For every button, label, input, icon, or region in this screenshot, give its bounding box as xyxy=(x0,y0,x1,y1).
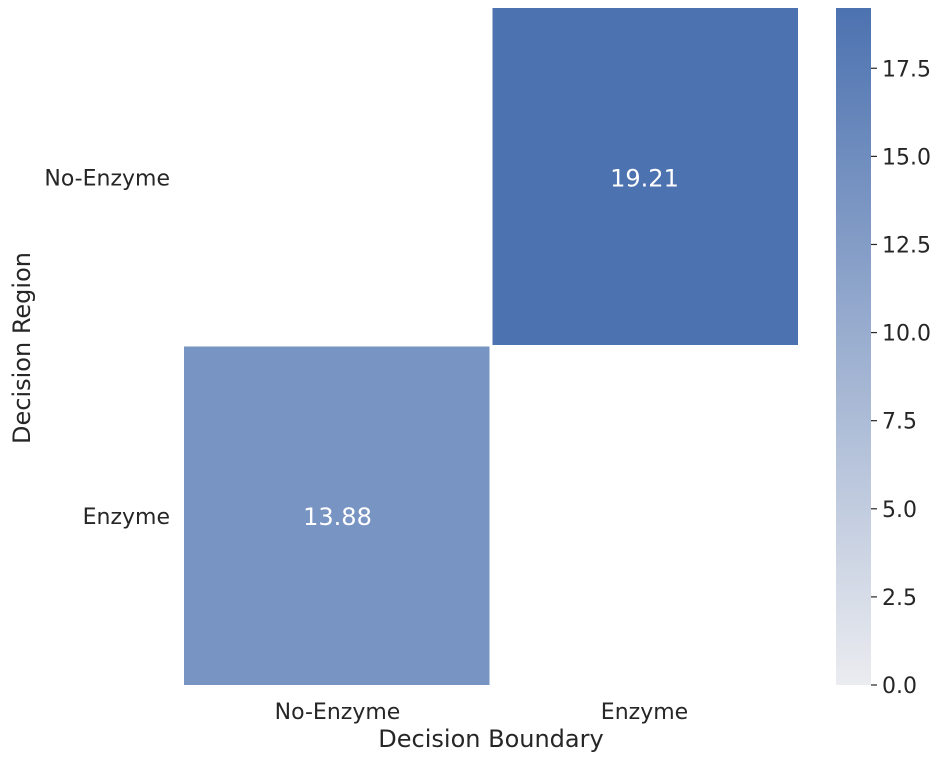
heatmap-cell-1 xyxy=(184,346,490,685)
y-tick-label-0: No-Enzyme xyxy=(44,166,170,191)
colorbar-tick-label-7: 17.5 xyxy=(882,57,931,82)
colorbar xyxy=(836,8,871,685)
cell-value-label-1: 13.88 xyxy=(303,503,372,531)
x-tick-label-0: No-Enzyme xyxy=(275,700,401,725)
colorbar-tick-label-4: 10.0 xyxy=(882,322,931,347)
colorbar-tick-label-0: 0.0 xyxy=(882,674,917,699)
cell-annotations: 19.21 13.88 xyxy=(303,164,679,531)
x-tick-label-1: Enzyme xyxy=(601,700,688,725)
y-tick-label-1: Enzyme xyxy=(83,505,170,530)
colorbar-tick-label-1: 2.5 xyxy=(882,586,917,611)
y-axis-label: Decision Region xyxy=(8,252,36,444)
y-tick-labels: No-Enzyme Enzyme xyxy=(44,166,170,530)
x-axis-label: Decision Boundary xyxy=(378,725,603,753)
colorbar-tick-label-6: 15.0 xyxy=(882,145,931,170)
colorbar-ticks: 0.0 2.5 5.0 7.5 10.0 12.5 15.0 17.5 xyxy=(871,57,931,699)
heatmap-cell-0 xyxy=(492,8,798,345)
colorbar-tick-label-5: 12.5 xyxy=(882,233,931,258)
heatmap-cells xyxy=(184,8,798,685)
colorbar-tick-label-3: 7.5 xyxy=(882,410,917,435)
cell-value-label-0: 19.21 xyxy=(610,164,679,192)
colorbar-tick-label-2: 5.0 xyxy=(882,498,917,523)
x-tick-labels: No-Enzyme Enzyme xyxy=(275,700,689,725)
